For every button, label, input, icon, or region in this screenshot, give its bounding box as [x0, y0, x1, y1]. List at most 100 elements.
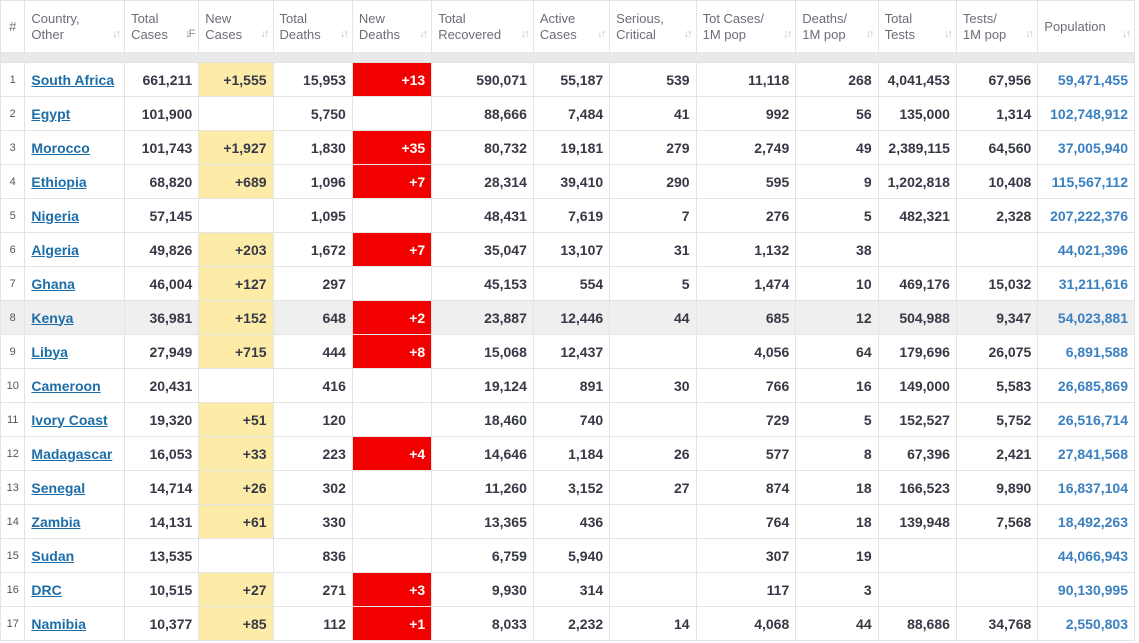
sort-icon[interactable]: ↓↑: [943, 28, 953, 40]
rank-cell: 3: [0, 130, 26, 165]
header-population[interactable]: Population ↓↑: [1037, 0, 1135, 53]
table-row: 15 Sudan 13,535 836 6,759 5,940 307 19 44,066,94…: [0, 538, 1135, 573]
header-total-cases[interactable]: Total Cases ↓F: [124, 0, 200, 53]
header-active-cases[interactable]: Active Cases ↓↑: [532, 0, 611, 53]
sort-icon[interactable]: ↓↑: [1122, 28, 1131, 40]
active-cases-cell: 554: [532, 266, 611, 301]
country-link[interactable]: Senegal: [31, 479, 86, 496]
sort-icon[interactable]: ↓↑: [1025, 28, 1034, 40]
deaths-per-million-cell: 38: [795, 232, 879, 267]
header-country[interactable]: Country, Other ↓↑: [24, 0, 126, 53]
sort-icon[interactable]: ↓↑: [865, 28, 875, 40]
total-recovered-cell: 28,314: [431, 164, 534, 199]
country-link[interactable]: Namibia: [31, 615, 86, 632]
new-cases-cell: +26: [198, 470, 274, 505]
cases-per-million-cell: 764: [695, 504, 797, 539]
cases-per-million-cell: 4,056: [695, 334, 797, 369]
country-link[interactable]: Egypt: [31, 105, 71, 122]
header-new-deaths[interactable]: New Deaths ↓↑: [351, 0, 433, 53]
header-divider: [0, 52, 1135, 63]
cases-per-million-cell: 307: [695, 538, 797, 573]
table-row: 1 South Africa 661,211 +1,555 15,953 +13 590,0…: [0, 62, 1135, 97]
sort-icon[interactable]: ↓↑: [520, 28, 530, 40]
total-deaths-cell: 271: [272, 572, 353, 607]
sort-icon[interactable]: ↓↑: [260, 28, 270, 40]
total-recovered-cell: 9,930: [431, 572, 534, 607]
new-deaths-cell: +4: [351, 436, 433, 471]
total-deaths-cell: 648: [272, 300, 353, 335]
rank-cell: 16: [0, 572, 26, 607]
country-cell: Cameroon: [24, 368, 126, 403]
table-row: 13 Senegal 14,714 +26 302 11,260 3,152 27 874 18 1…: [0, 470, 1135, 505]
total-tests-cell: 139,948: [877, 504, 957, 539]
population-cell: 115,567,112: [1037, 164, 1135, 199]
header-total-recovered[interactable]: Total Recovered ↓↑: [431, 0, 534, 53]
deaths-per-million-cell: 16: [795, 368, 879, 403]
new-cases-cell: [198, 368, 274, 403]
total-cases-cell: 19,320: [124, 402, 200, 437]
country-link[interactable]: South Africa: [31, 71, 115, 88]
country-cell: Sudan: [24, 538, 126, 573]
new-cases-cell: +85: [198, 606, 274, 641]
sort-icon[interactable]: ↓↑: [112, 28, 121, 40]
sort-icon[interactable]: ↓↑: [597, 28, 606, 40]
table-row: 14 Zambia 14,131 +61 330 13,365 436 764 18 139,94…: [0, 504, 1135, 539]
deaths-per-million-cell: 10: [795, 266, 879, 301]
country-link[interactable]: Morocco: [31, 139, 90, 156]
country-cell: Ethiopia: [24, 164, 126, 199]
total-cases-cell: 16,053: [124, 436, 200, 471]
country-link[interactable]: DRC: [31, 581, 62, 598]
serious-critical-cell: 290: [609, 164, 697, 199]
header-tests-per-m-line2: 1M pop: [962, 26, 1007, 42]
new-deaths-cell: [351, 538, 433, 573]
rank-cell: 8: [0, 300, 26, 335]
total-deaths-cell: 444: [272, 334, 353, 369]
cases-per-million-cell: 1,132: [695, 232, 797, 267]
new-deaths-cell: [351, 368, 433, 403]
serious-critical-cell: [609, 504, 697, 539]
sort-icon[interactable]: ↓↑: [419, 28, 428, 40]
country-link[interactable]: Kenya: [31, 309, 74, 326]
header-tests-per-million[interactable]: Tests/1M pop ↓↑: [955, 0, 1039, 53]
cases-per-million-cell: 1,474: [695, 266, 797, 301]
header-total-deaths[interactable]: Total Deaths ↓↑: [272, 0, 353, 53]
tests-per-million-cell: 2,328: [955, 198, 1039, 233]
sort-descending-icon[interactable]: ↓F: [185, 28, 195, 40]
serious-critical-cell: 539: [609, 62, 697, 97]
total-recovered-cell: 23,887: [431, 300, 534, 335]
header-new-cases[interactable]: New Cases ↓↑: [198, 0, 274, 53]
active-cases-cell: 19,181: [532, 130, 611, 165]
total-recovered-cell: 8,033: [431, 606, 534, 641]
sort-icon[interactable]: ↓↑: [683, 28, 693, 40]
population-cell: 44,066,943: [1037, 538, 1135, 573]
country-link[interactable]: Zambia: [31, 513, 81, 530]
country-cell: Kenya: [24, 300, 126, 335]
country-link[interactable]: Ethiopia: [31, 173, 87, 190]
active-cases-cell: 5,940: [532, 538, 611, 573]
sort-icon[interactable]: ↓↑: [339, 28, 349, 40]
header-cases-per-million[interactable]: Tot Cases/1M pop ↓↑: [695, 0, 797, 53]
country-link[interactable]: Ghana: [31, 275, 75, 292]
country-cell: Egypt: [24, 96, 126, 131]
header-serious-critical[interactable]: Serious, Critical ↓↑: [609, 0, 697, 53]
header-total-tests[interactable]: Total Tests ↓↑: [877, 0, 957, 53]
country-link[interactable]: Sudan: [31, 547, 75, 564]
active-cases-cell: 314: [532, 572, 611, 607]
total-cases-cell: 36,981: [124, 300, 200, 335]
country-link[interactable]: Algeria: [31, 241, 79, 258]
active-cases-cell: 39,410: [532, 164, 611, 199]
cases-per-million-cell: 2,749: [695, 130, 797, 165]
rank-cell: 9: [0, 334, 26, 369]
new-deaths-cell: [351, 504, 433, 539]
header-deaths-per-million[interactable]: Deaths/1M pop ↓↑: [795, 0, 879, 53]
country-link[interactable]: Ivory Coast: [31, 411, 108, 428]
total-tests-cell: [877, 538, 957, 573]
country-link[interactable]: Madagascar: [31, 445, 113, 462]
country-link[interactable]: Libya: [31, 343, 68, 360]
header-rank-label: #: [9, 18, 17, 34]
cases-per-million-cell: 577: [695, 436, 797, 471]
country-link[interactable]: Cameroon: [31, 377, 101, 394]
sort-icon[interactable]: ↓↑: [783, 28, 792, 40]
country-link[interactable]: Nigeria: [31, 207, 79, 224]
